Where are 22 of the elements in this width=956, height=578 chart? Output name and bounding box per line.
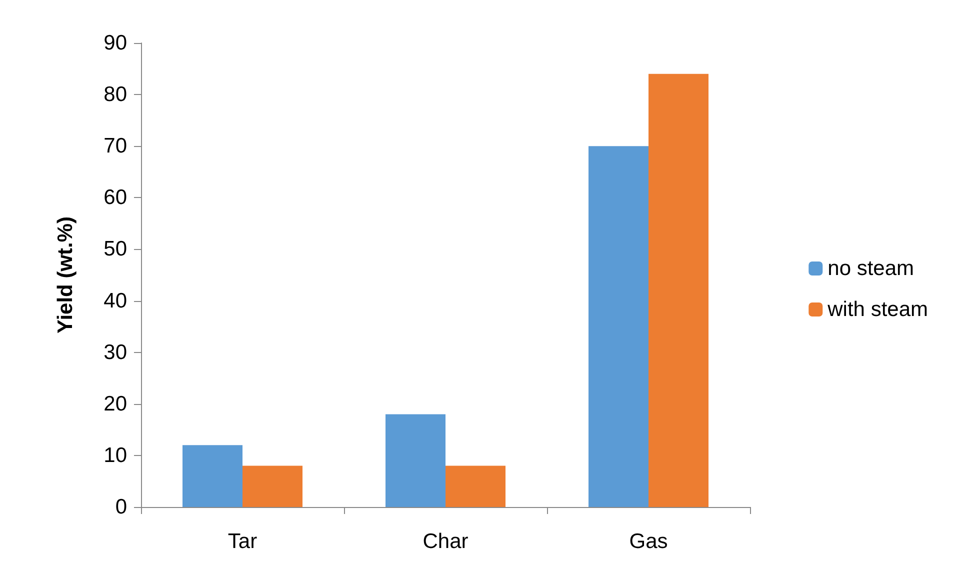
y-tick-label: 30 bbox=[104, 340, 127, 364]
x-tick-label: Tar bbox=[228, 530, 258, 553]
bar bbox=[242, 466, 302, 507]
bar bbox=[446, 466, 506, 507]
y-tick-label: 20 bbox=[104, 392, 127, 416]
y-tick-label: 0 bbox=[115, 496, 127, 518]
y-tick-label: 60 bbox=[104, 186, 127, 210]
legend-label: no steam bbox=[828, 257, 914, 280]
y-tick-label: 50 bbox=[104, 238, 127, 261]
y-tick-label: 10 bbox=[104, 444, 127, 467]
bar bbox=[588, 146, 648, 507]
bar bbox=[648, 74, 708, 507]
x-tick-label: Gas bbox=[629, 530, 668, 553]
y-tick-label: 80 bbox=[104, 83, 127, 106]
legend-label: with steam bbox=[826, 298, 928, 321]
y-tick-label: 70 bbox=[104, 134, 127, 158]
y-tick-label: 90 bbox=[104, 32, 127, 54]
bar bbox=[182, 445, 242, 507]
bar bbox=[386, 414, 446, 507]
x-tick-label: Char bbox=[422, 530, 468, 553]
y-axis-title: Yield (wt.%) bbox=[54, 216, 77, 334]
y-tick-label: 40 bbox=[104, 289, 127, 312]
